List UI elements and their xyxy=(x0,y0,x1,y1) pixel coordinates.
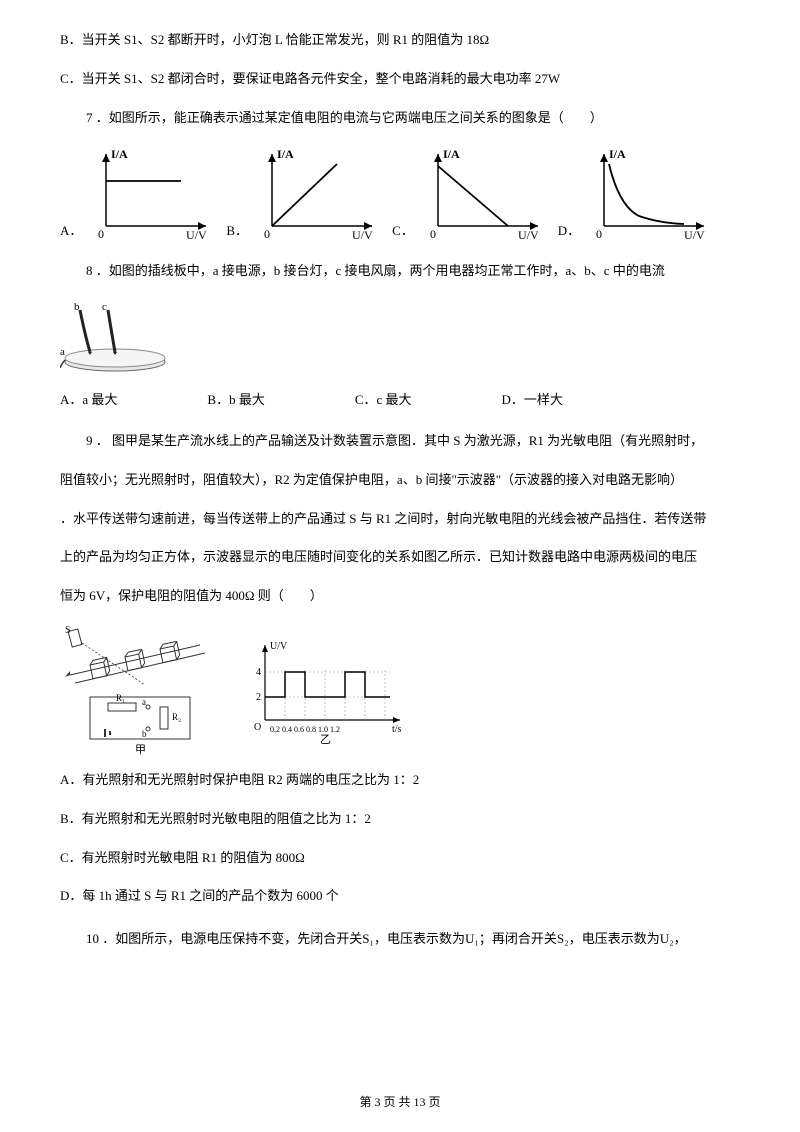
svg-text:R₂: R₂ xyxy=(172,712,181,722)
svg-text:U/V: U/V xyxy=(270,641,288,652)
q9-opt-b: B．有光照射和无光照射时光敏电阻的阻值之比为 1：2 xyxy=(60,809,740,830)
svg-text:S: S xyxy=(65,625,71,636)
q8-opt-d: D．一样大 xyxy=(502,390,563,411)
svg-text:a: a xyxy=(142,697,146,707)
svg-text:t/s: t/s xyxy=(392,724,402,735)
question-8: 8 ．如图的插线板中，a 接电源，b 接台灯，c 接电风扇，两个用电器均正常工作… xyxy=(60,261,740,282)
svg-text:0: 0 xyxy=(430,227,436,241)
graph-b-icon: I/A U/V 0 xyxy=(252,146,382,241)
svg-text:I/A: I/A xyxy=(111,147,128,161)
svg-text:0: 0 xyxy=(98,227,104,241)
graph-a-icon: I/A U/V 0 xyxy=(86,146,216,241)
q9-p4: 上的产品为均匀正方体，示波器显示的电压随时间变化的关系如图乙所示．已知计数器电路… xyxy=(60,547,740,568)
q8-opt-c: C．c 最大 xyxy=(355,390,412,411)
q8-opt-b: B．b 最大 xyxy=(207,390,264,411)
svg-text:U/V: U/V xyxy=(186,228,207,241)
svg-text:b: b xyxy=(142,729,147,739)
graph-a-label: A． xyxy=(60,221,82,242)
svg-text:0.2 0.4 0.6 0.8 1.0 1.2: 0.2 0.4 0.6 0.8 1.0 1.2 xyxy=(270,725,340,734)
graph-d-label: D． xyxy=(558,221,580,242)
svg-text:0: 0 xyxy=(264,227,270,241)
svg-text:a: a xyxy=(60,346,65,358)
oscilloscope-graph-icon: U/V t/s 4 2 O 0.2 0.4 0.6 0.8 1.0 1.2 乙 xyxy=(240,635,410,745)
svg-text:4: 4 xyxy=(256,667,261,678)
conveyor-circuit-icon: S R₁ R₂ a b 甲 xyxy=(60,625,220,755)
svg-text:R₁: R₁ xyxy=(116,693,125,703)
q9-p5: 恒为 6V，保护电阻的阻值为 400Ω 则（ ） xyxy=(60,586,740,607)
graph-c-label: C． xyxy=(392,221,414,242)
svg-text:b: b xyxy=(74,301,80,313)
svg-text:U/V: U/V xyxy=(518,228,539,241)
plug-board-image: b c a xyxy=(60,300,740,375)
q9-p2: 阻值较小；无光照射时，阻值较大），R2 为定值保护电阻，a、b 间接"示波器"（… xyxy=(60,470,740,491)
graph-c-icon: I/A U/V 0 xyxy=(418,146,548,241)
svg-text:0: 0 xyxy=(596,227,602,241)
svg-text:甲: 甲 xyxy=(135,744,146,755)
plug-board-icon: b c a xyxy=(60,300,170,375)
svg-text:2: 2 xyxy=(256,692,261,703)
question-7: 7 ．如图所示，能正确表示通过某定值电阻的电流与它两端电压之间关系的图象是（ ） xyxy=(60,108,740,129)
svg-text:乙: 乙 xyxy=(320,733,331,745)
svg-text:I/A: I/A xyxy=(443,147,460,161)
q8-opt-a: A．a 最大 xyxy=(60,390,117,411)
question-10: 10 ．如图所示，电源电压保持不变，先闭合开关S₁，电压表示数为U₁；再闭合开关… xyxy=(60,929,740,950)
q9-opt-c: C．有光照射时光敏电阻 R1 的阻值为 800Ω xyxy=(60,848,740,869)
q9-diagrams: S R₁ R₂ a b 甲 U/V t/s 4 2 O 0.2 0.4 0.6 … xyxy=(60,625,740,755)
q9-opt-a: A．有光照射和无光照射时保护电阻 R2 两端的电压之比为 1：2 xyxy=(60,770,740,791)
svg-text:U/V: U/V xyxy=(684,228,705,241)
q9-p1: 9 ． 图甲是某生产流水线上的产品输送及计数装置示意图．其中 S 为激光源，R1… xyxy=(60,431,740,452)
svg-text:I/A: I/A xyxy=(277,147,294,161)
svg-text:O: O xyxy=(254,722,261,733)
q7-graphs-row: A． I/A U/V 0 B． I/A U/V 0 C． xyxy=(60,146,740,241)
q8-options: A．a 最大 B．b 最大 C．c 最大 D．一样大 xyxy=(60,390,740,411)
svg-text:U/V: U/V xyxy=(352,228,373,241)
option-b-text: B．当开关 S1、S2 都断开时，小灯泡 L 恰能正常发光，则 R1 的阻值为 … xyxy=(60,30,740,51)
svg-text:I/A: I/A xyxy=(609,147,626,161)
graph-b-label: B． xyxy=(226,221,248,242)
option-c-text: C．当开关 S1、S2 都闭合时，要保证电路各元件安全，整个电路消耗的最大电功率… xyxy=(60,69,740,90)
q9-p3: ．水平传送带匀速前进，每当传送带上的产品通过 S 与 R1 之间时，射向光敏电阻… xyxy=(60,509,740,530)
page-footer: 第 3 页 共 13 页 xyxy=(0,1093,800,1112)
q9-opt-d: D．每 1h 通过 S 与 R1 之间的产品个数为 6000 个 xyxy=(60,886,740,907)
svg-text:c: c xyxy=(102,301,107,313)
graph-d-icon: I/A U/V 0 xyxy=(584,146,714,241)
